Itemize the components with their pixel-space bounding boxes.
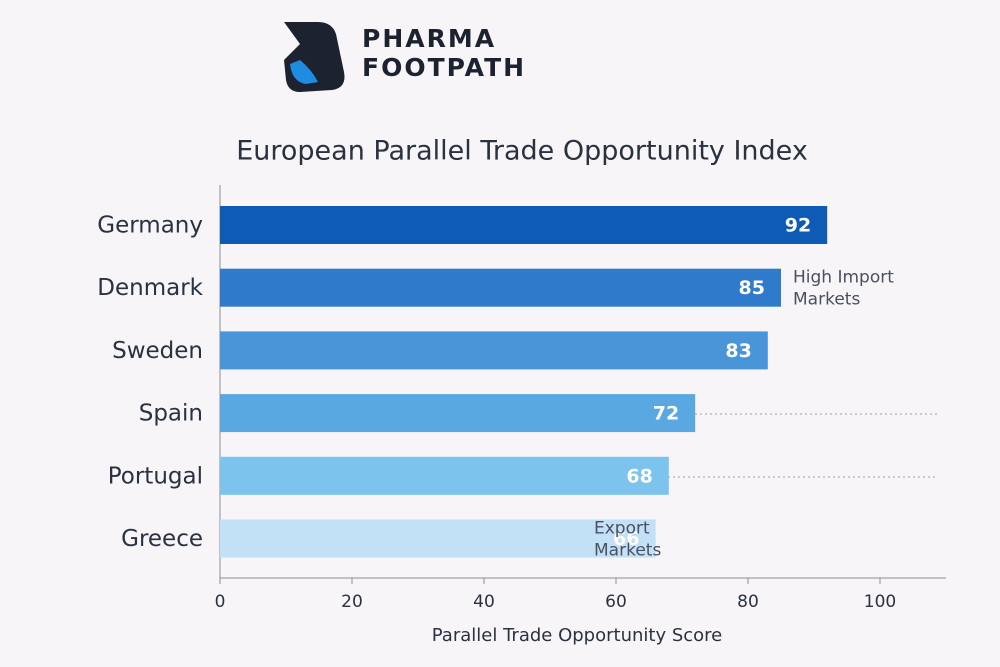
- value-label: 66: [613, 528, 639, 550]
- category-label: Greece: [121, 526, 203, 552]
- x-tick-label: 0: [215, 592, 226, 612]
- annotation: Export: [594, 519, 650, 539]
- bar: [220, 394, 696, 433]
- value-label: 72: [653, 403, 679, 425]
- category-label: Germany: [97, 213, 203, 239]
- value-label: 83: [725, 340, 751, 362]
- value-label: 92: [785, 215, 811, 237]
- annotation: Markets: [594, 541, 661, 561]
- brand-line: PHARMA: [362, 24, 496, 53]
- chart-title: European Parallel Trade Opportunity Inde…: [236, 136, 808, 167]
- bar: [220, 331, 768, 370]
- category-label: Portugal: [108, 463, 203, 489]
- category-label: Sweden: [112, 338, 203, 364]
- annotation: Markets: [793, 290, 860, 310]
- value-label: 85: [739, 277, 765, 299]
- annotation: High Import: [793, 268, 894, 288]
- value-label: 68: [626, 465, 652, 487]
- logo-drop: [290, 60, 318, 84]
- x-tick-label: 40: [473, 592, 495, 612]
- category-label: Denmark: [97, 275, 203, 301]
- bar: [220, 268, 781, 307]
- category-label: Spain: [139, 401, 203, 427]
- x-tick-label: 80: [737, 592, 759, 612]
- bar: [220, 456, 669, 495]
- logo: PHARMA FOOTPATH: [284, 22, 526, 92]
- bar: [220, 519, 656, 558]
- brand-line: FOOTPATH: [362, 53, 526, 82]
- x-tick-label: 60: [605, 592, 627, 612]
- x-tick-label: 20: [341, 592, 363, 612]
- x-tick-label: 100: [864, 592, 896, 612]
- bar: [220, 206, 828, 244]
- x-axis-title: Parallel Trade Opportunity Score: [432, 625, 722, 646]
